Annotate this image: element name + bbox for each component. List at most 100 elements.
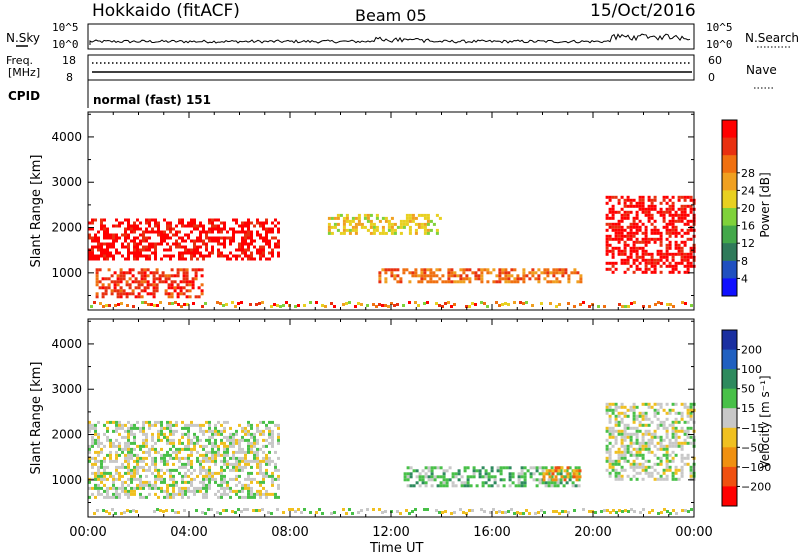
- velocity-cell: [258, 509, 261, 512]
- velocity-cell: [223, 489, 226, 493]
- power-cell: [220, 227, 223, 231]
- velocity-cell: [160, 474, 163, 478]
- velocity-cell: [608, 453, 612, 457]
- power-cell: [194, 277, 198, 281]
- velocity-cell: [469, 484, 473, 488]
- power-ytick-label: 1000: [51, 266, 82, 280]
- power-cell: [650, 261, 654, 265]
- power-cell: [139, 248, 142, 252]
- velocity-cell: [130, 492, 133, 496]
- velocity-cell: [662, 438, 666, 442]
- power-cell: [140, 271, 144, 275]
- power-cell: [429, 271, 433, 275]
- power-colorbar-swatch: [722, 278, 737, 297]
- velocity-cell: [124, 465, 127, 469]
- velocity-cell: [127, 438, 130, 442]
- velocity-cell: [647, 432, 651, 436]
- power-cell: [113, 280, 117, 284]
- velocity-cell: [519, 512, 522, 515]
- power-cell: [110, 274, 114, 278]
- velocity-cell: [529, 475, 533, 479]
- velocity-cell: [133, 426, 136, 430]
- velocity-cell: [235, 441, 238, 445]
- power-cell: [342, 222, 346, 226]
- velocity-cell: [223, 480, 226, 484]
- velocity-cell: [259, 480, 262, 484]
- power-cell: [653, 267, 657, 271]
- velocity-cell: [100, 492, 103, 496]
- power-cell: [170, 295, 174, 299]
- velocity-cell: [169, 468, 172, 472]
- power-cell: [202, 254, 205, 258]
- velocity-cell: [196, 441, 199, 445]
- velocity-cell: [172, 480, 175, 484]
- power-cell: [131, 268, 135, 272]
- velocity-cell: [623, 435, 627, 439]
- power-cell: [689, 246, 693, 250]
- power-cell: [166, 254, 169, 258]
- velocity-cell: [142, 450, 145, 454]
- velocity-cell: [665, 417, 669, 421]
- power-cell: [674, 234, 678, 238]
- power-cell: [184, 257, 187, 261]
- power-cell: [620, 252, 624, 256]
- power-cell: [204, 302, 207, 305]
- velocity-cell: [232, 477, 235, 481]
- power-cell: [614, 237, 618, 241]
- velocity-cell: [665, 453, 669, 457]
- velocity-cell: [235, 456, 238, 460]
- power-cell: [468, 268, 472, 272]
- power-cell: [423, 277, 427, 281]
- velocity-cell: [523, 481, 527, 485]
- velocity-cell: [205, 486, 208, 490]
- power-cell: [650, 255, 654, 259]
- velocity-cell: [262, 486, 265, 490]
- velocity-cell: [115, 426, 118, 430]
- power-cell: [689, 252, 693, 256]
- velocity-cell: [575, 472, 579, 476]
- power-cell: [148, 221, 151, 225]
- velocity-cell: [109, 441, 112, 445]
- power-cell: [623, 270, 627, 274]
- power-cell: [614, 267, 618, 271]
- power-cell: [668, 234, 672, 238]
- velocity-cell: [566, 472, 570, 476]
- velocity-cell: [190, 438, 193, 442]
- velocity-cell: [196, 486, 199, 490]
- power-cell: [133, 236, 136, 240]
- power-cell: [683, 204, 687, 208]
- velocity-cell: [94, 459, 97, 463]
- velocity-cell: [635, 450, 639, 454]
- power-cell: [190, 257, 193, 261]
- power-cell: [146, 286, 150, 290]
- power-cell: [223, 224, 226, 228]
- velocity-cell: [130, 456, 133, 460]
- velocity-cell: [223, 474, 226, 478]
- power-cell: [360, 222, 364, 226]
- velocity-cell: [632, 402, 636, 406]
- power-cell: [336, 228, 340, 232]
- velocity-cell: [94, 432, 97, 436]
- power-cell: [274, 224, 277, 228]
- velocity-cell: [653, 477, 657, 481]
- velocity-cell: [139, 459, 142, 463]
- power-cell: [95, 277, 99, 281]
- velocity-cell: [639, 511, 642, 514]
- power-cell: [145, 239, 148, 243]
- power-cell: [644, 252, 648, 256]
- velocity-cell: [689, 411, 693, 415]
- velocity-cell: [97, 492, 100, 496]
- velocity-cell: [91, 465, 94, 469]
- velocity-cell: [157, 432, 160, 436]
- velocity-cell: [594, 511, 597, 514]
- power-cell: [390, 228, 394, 232]
- velocity-cell: [133, 447, 136, 451]
- velocity-cell: [196, 489, 199, 493]
- power-cell: [650, 216, 654, 220]
- power-cell: [378, 277, 382, 281]
- velocity-cell: [115, 486, 118, 490]
- power-cell: [426, 222, 430, 226]
- power-cell: [614, 231, 618, 235]
- velocity-cell: [214, 438, 217, 442]
- velocity-cell: [626, 423, 630, 427]
